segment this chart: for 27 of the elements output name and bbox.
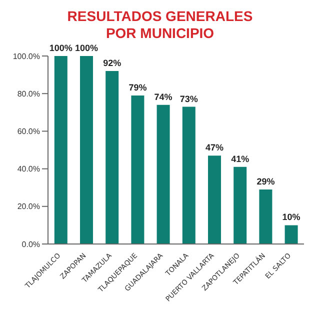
chart-title: RESULTADOS GENERALES POR MUNICIPIO [66,8,254,42]
y-tick-label: 100.0% [12,52,40,61]
data-label: 73% [180,94,198,104]
data-label: 100% [49,43,72,53]
bar [131,95,144,244]
y-tick-label: 20.0% [17,202,40,212]
y-tick-label: 80.0% [17,89,40,98]
bar [234,166,247,244]
y-tick-label: 60.0% [17,127,40,136]
bar [156,104,170,244]
data-label: 10% [282,212,300,222]
bar [106,71,119,244]
data-label: 74% [154,92,172,102]
y-tick-label: 0.0% [22,240,40,249]
data-label: 47% [205,142,224,153]
bar [182,106,196,244]
data-label: 100% [74,43,98,53]
data-label: 79% [128,82,147,92]
bar [80,56,93,244]
bar [284,225,298,244]
data-label: 29% [256,176,275,186]
y-tick-label: 40.0% [17,164,40,174]
data-label: 41% [231,154,250,164]
bar [259,189,272,244]
bar [54,56,68,244]
bar [208,156,221,244]
data-label: 92% [103,58,122,68]
